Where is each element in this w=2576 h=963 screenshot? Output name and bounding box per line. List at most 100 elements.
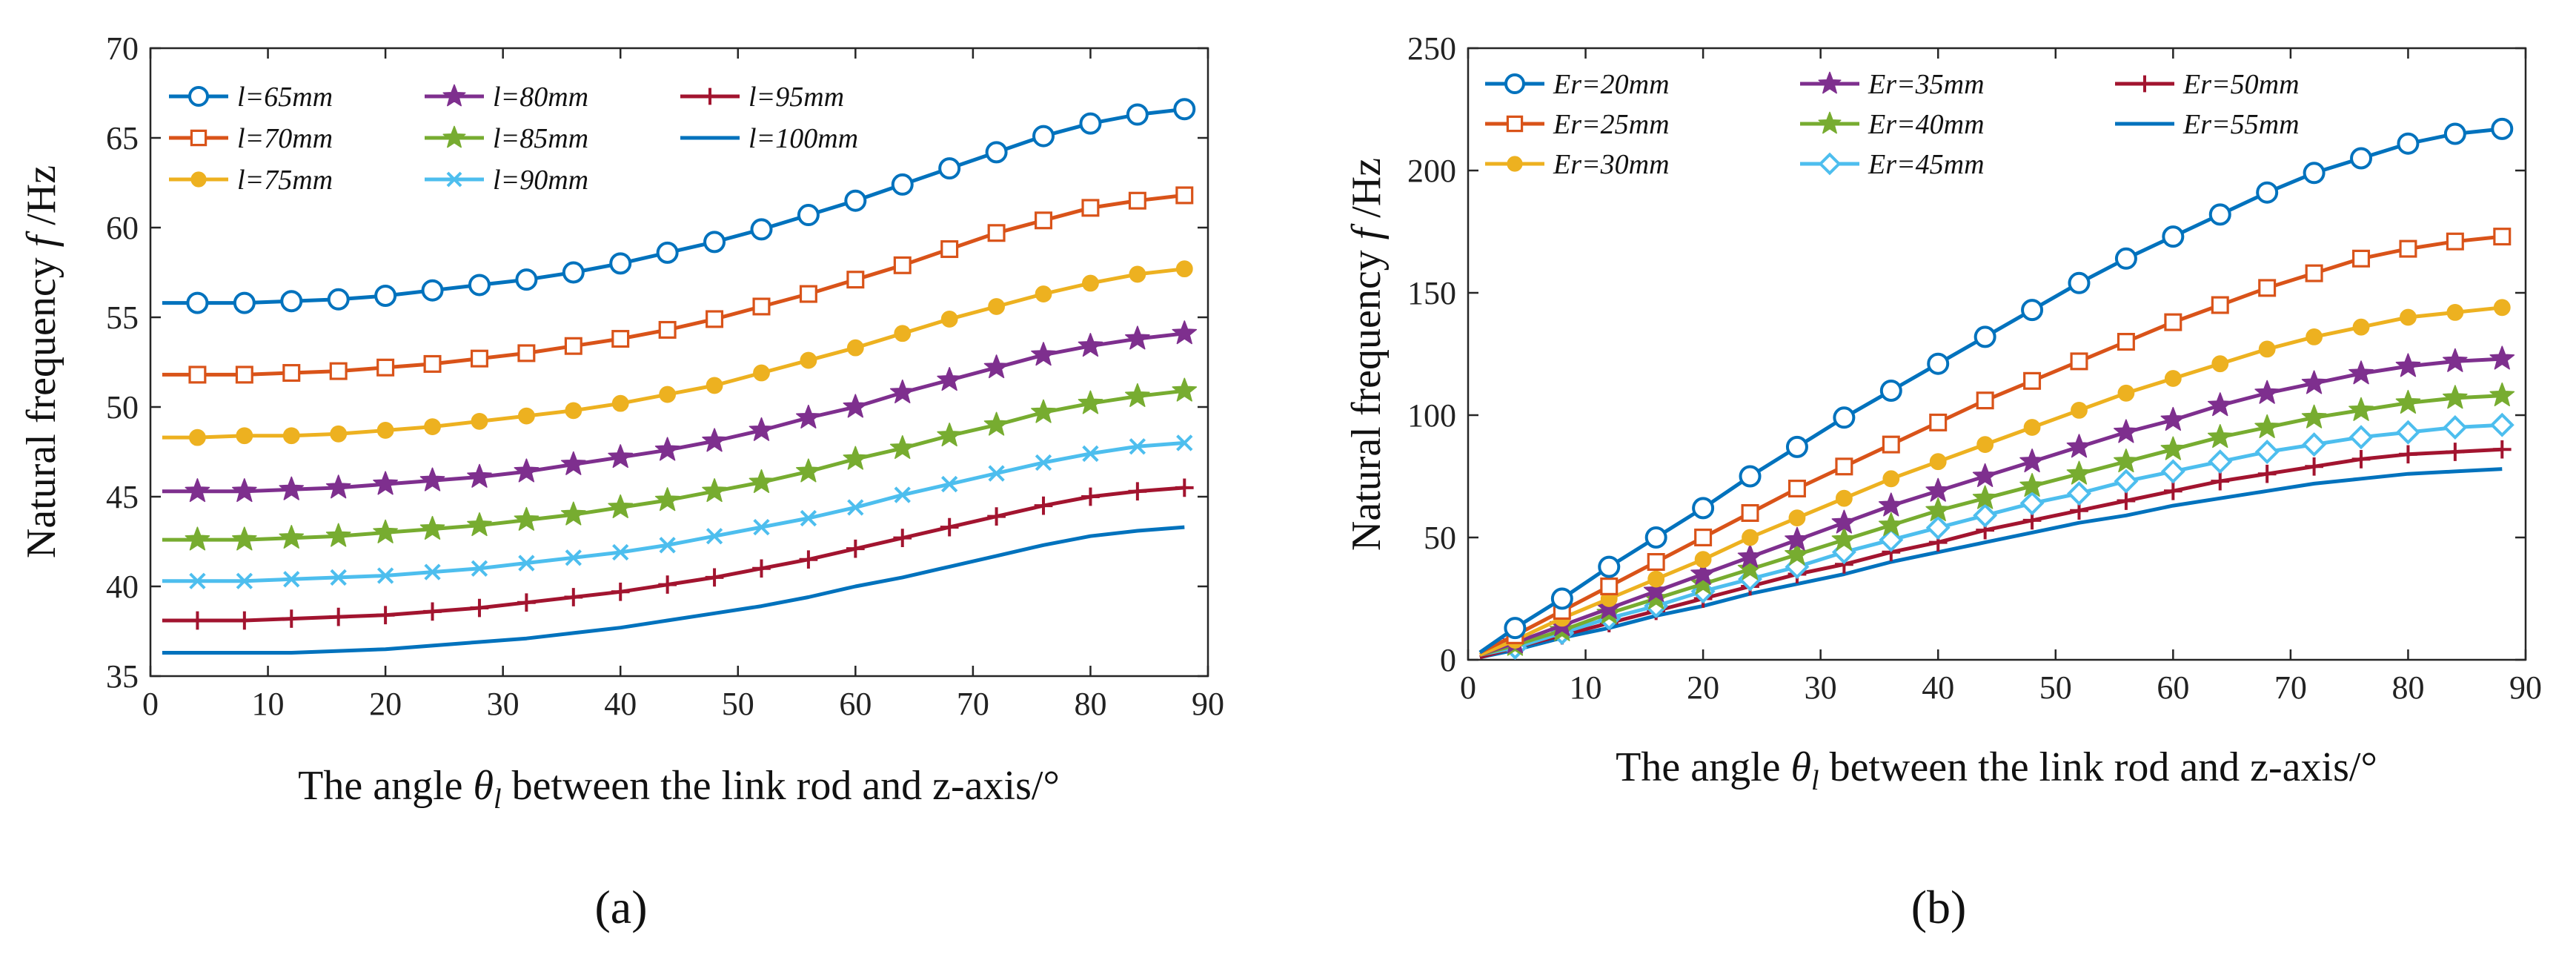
x-tick-label: 60 — [2157, 669, 2189, 706]
series-er-30mm — [1478, 299, 2511, 657]
data-point — [2446, 443, 2465, 461]
data-point — [2395, 389, 2421, 414]
series-l-75mm — [162, 260, 1193, 446]
panel-label-b: (b) — [1911, 881, 1967, 933]
x-tick-label: 0 — [142, 686, 159, 722]
x-tick-label: 80 — [2391, 669, 2424, 706]
data-point — [1741, 503, 1759, 522]
data-point — [468, 274, 491, 297]
legend-marker — [1507, 156, 1523, 172]
data-point — [517, 407, 535, 425]
data-point — [188, 611, 207, 630]
data-point — [988, 465, 1005, 482]
data-point — [2352, 249, 2371, 268]
x-tick-label: 30 — [487, 686, 519, 722]
series-line-er-55mm — [1479, 467, 2503, 660]
data-point — [1504, 617, 1527, 640]
data-point — [1129, 265, 1146, 283]
data-point — [514, 458, 540, 483]
legend-entry-er-50mm: Er=50mm — [2115, 69, 2300, 100]
plot-b-legend: Er=20mm Er=25mm Er=30mm Er=35mm Er=40mm Er=45… — [1485, 69, 2300, 180]
series-l-90mm — [162, 434, 1193, 589]
data-point — [1742, 529, 1759, 546]
data-point — [2019, 491, 2045, 516]
data-point — [471, 560, 488, 577]
data-point — [325, 474, 351, 499]
data-point — [374, 284, 397, 307]
data-point — [1882, 470, 1900, 488]
data-point — [1128, 191, 1146, 210]
data-point — [2254, 440, 2280, 464]
data-point — [2302, 432, 2327, 457]
y-tick-label: 150 — [1407, 275, 1456, 311]
data-point — [987, 224, 1006, 242]
data-point — [233, 291, 256, 314]
data-point — [611, 330, 630, 348]
x-tick-label: 70 — [957, 686, 989, 722]
data-point — [2446, 304, 2464, 321]
data-point — [846, 271, 865, 289]
legend-marker — [446, 171, 462, 188]
data-point — [467, 512, 492, 537]
data-point — [185, 526, 210, 551]
y-tick-label: 55 — [106, 300, 139, 336]
legend-label: Er=35mm — [1868, 69, 1985, 100]
data-point — [515, 268, 538, 291]
data-point — [419, 467, 445, 492]
data-point — [2019, 449, 2045, 473]
data-point — [517, 344, 536, 363]
y-tick-label: 0 — [1440, 642, 1456, 678]
plot-b-frame — [1467, 47, 2527, 661]
data-point — [940, 311, 958, 328]
data-point — [2301, 370, 2327, 394]
data-point — [752, 297, 771, 316]
data-point — [750, 218, 773, 241]
data-point — [2208, 203, 2231, 226]
legend-label: l=80mm — [493, 82, 588, 113]
data-point — [1078, 390, 1103, 414]
data-point — [1835, 489, 1853, 507]
data-point — [565, 549, 582, 566]
x-tick-label: 10 — [1570, 669, 1602, 706]
data-point — [1831, 526, 1857, 551]
data-point — [189, 428, 206, 446]
x-tick-label: 40 — [1922, 669, 1954, 706]
data-point — [1079, 112, 1102, 135]
x-tick-label: 20 — [1687, 669, 1719, 706]
legend-label: l=90mm — [493, 165, 588, 196]
y-tick-label: 50 — [1424, 520, 1456, 556]
data-point — [753, 364, 770, 382]
legend-entry-l-90mm: l=90mm — [425, 165, 588, 196]
data-point — [2399, 239, 2417, 258]
data-point — [2443, 122, 2466, 145]
data-point — [1031, 399, 1056, 423]
plot-a-series — [162, 98, 1198, 655]
data-point — [609, 252, 632, 275]
series-l-80mm — [162, 320, 1198, 503]
data-point — [893, 529, 912, 548]
series-er-55mm — [1479, 467, 2503, 660]
legend-entry-er-35mm: Er=35mm — [1800, 69, 1985, 100]
plot-b-ticks: 0 10 20 30 40 50 60 70 80 90 0 50 100 150 200 250 — [1407, 30, 2542, 706]
data-point — [2491, 117, 2514, 140]
data-point — [2395, 353, 2421, 377]
data-point — [280, 290, 303, 313]
legend-marker — [2136, 75, 2154, 93]
data-point — [894, 486, 911, 503]
data-point — [894, 325, 912, 342]
legend-label: Er=30mm — [1553, 149, 1670, 180]
data-point — [1787, 479, 1806, 497]
data-point — [282, 427, 300, 445]
data-point — [2257, 464, 2277, 483]
legend-entry-er-30mm: Er=30mm — [1485, 149, 1670, 180]
x-tick-label: 90 — [2509, 669, 2542, 706]
data-point — [188, 365, 207, 384]
data-point — [2258, 279, 2277, 297]
data-point — [654, 437, 680, 461]
data-point — [376, 606, 395, 625]
data-point — [2305, 264, 2323, 282]
legend-label: l=95mm — [748, 82, 844, 113]
data-point — [1035, 285, 1052, 302]
data-point — [518, 555, 535, 572]
data-point — [2208, 449, 2233, 474]
